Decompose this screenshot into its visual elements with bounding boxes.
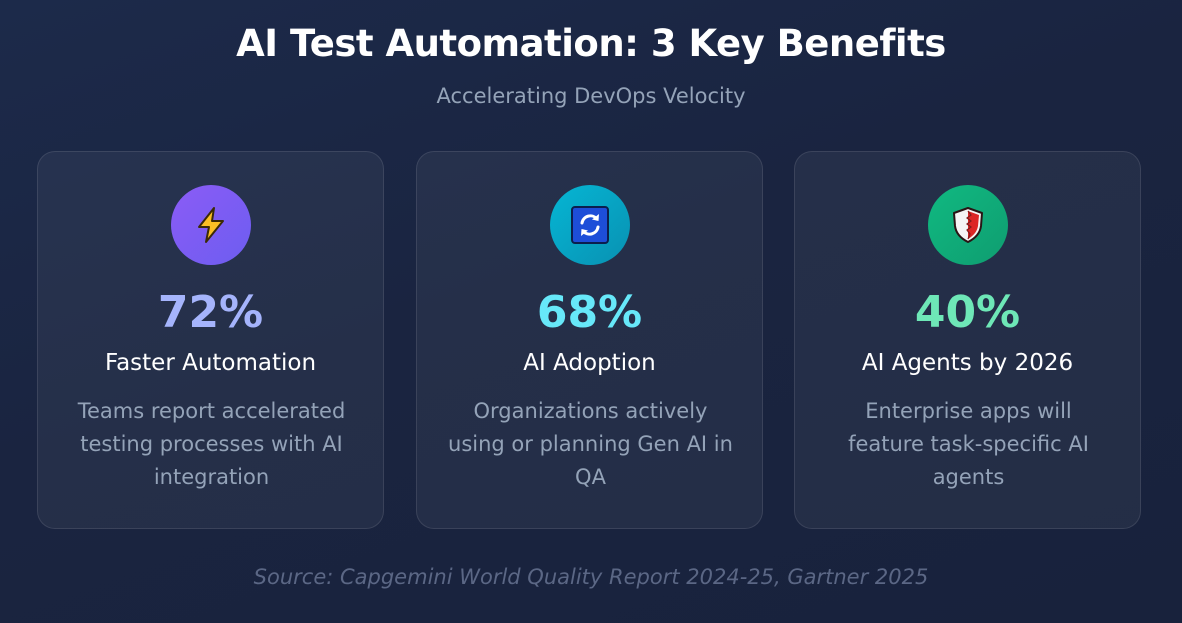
benefit-cards: 72% Faster Automation Teams report accel… bbox=[37, 151, 1141, 529]
stat-description: Organizations actively using or planning… bbox=[448, 399, 733, 489]
benefit-card-faster-automation: 72% Faster Automation Teams report accel… bbox=[37, 151, 384, 529]
source-citation: Source: Capgemini World Quality Report 2… bbox=[253, 565, 929, 589]
stat-value: 72% bbox=[157, 287, 264, 338]
refresh-icon bbox=[571, 206, 609, 244]
stat-description: Enterprise apps will feature task-specif… bbox=[848, 399, 1089, 489]
benefit-card-ai-adoption: 68% AI Adoption Organizations actively u… bbox=[416, 151, 763, 529]
stat-value: 40% bbox=[914, 287, 1021, 338]
shield-icon bbox=[953, 207, 983, 243]
icon-circle bbox=[928, 185, 1008, 265]
stat-label: Faster Automation bbox=[104, 350, 317, 376]
stat-value: 68% bbox=[536, 287, 643, 338]
icon-circle bbox=[171, 185, 251, 265]
benefit-card-ai-agents: 40% AI Agents by 2026 Enterprise apps wi… bbox=[794, 151, 1141, 529]
stat-label: AI Adoption bbox=[523, 350, 656, 376]
page-subtitle: Accelerating DevOps Velocity bbox=[436, 84, 746, 108]
icon-circle bbox=[550, 185, 630, 265]
lightning-icon bbox=[198, 207, 224, 243]
page-title: AI Test Automation: 3 Key Benefits bbox=[236, 22, 946, 65]
stat-description: Teams report accelerated testing process… bbox=[77, 399, 346, 489]
stat-label: AI Agents by 2026 bbox=[861, 350, 1074, 376]
